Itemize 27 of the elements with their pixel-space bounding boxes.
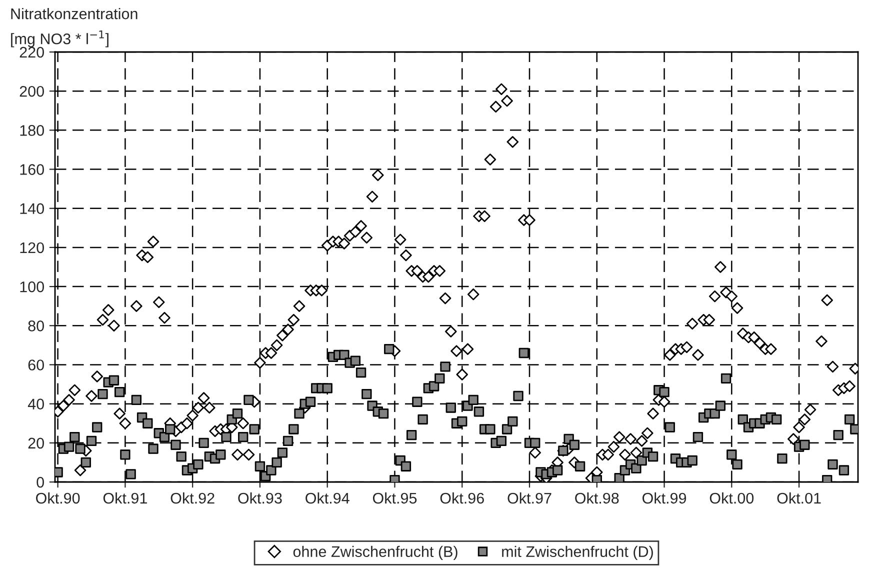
legend-label: mit Zwischenfrucht (D) xyxy=(502,546,653,560)
x-tick-label: Okt.94 xyxy=(306,492,350,504)
x-tick-label: Okt.91 xyxy=(103,492,147,504)
y-tick-label: 60 xyxy=(28,360,44,370)
x-tick-label: Okt.90 xyxy=(36,492,80,504)
x-tick-label: Okt.98 xyxy=(575,492,619,504)
y-axis-title: Nitratkonzentration [mg NO3 * l$^{−1}$] xyxy=(11,8,138,48)
y-tick-label: 120 xyxy=(20,242,44,254)
y-tick-label: 160 xyxy=(20,164,44,175)
x-tick-label: Okt.00 xyxy=(710,492,754,504)
x-tick-label: Okt.99 xyxy=(642,492,686,504)
x-tick-label: Okt.96 xyxy=(440,492,484,504)
y-tick-label: 220 xyxy=(20,46,44,58)
x-tick-label: Okt.95 xyxy=(372,492,417,504)
y-tick-label: 180 xyxy=(20,125,44,136)
x-tick-label: Okt.97 xyxy=(508,492,552,504)
y-tick-label: 20 xyxy=(28,438,44,449)
y-tick-label: 100 xyxy=(20,281,44,292)
x-tick-label: Okt.01 xyxy=(777,492,821,504)
x-tick-label: Okt.92 xyxy=(170,492,214,504)
y-tick-label: 0 xyxy=(36,476,44,488)
y-tick-label: 40 xyxy=(28,398,44,410)
y-tick-label: 200 xyxy=(20,86,44,97)
legend-label: ohne Zwischenfrucht (B) xyxy=(293,546,458,560)
y-tick-label: 140 xyxy=(20,203,44,214)
x-tick-label: Okt.93 xyxy=(238,492,282,504)
y-tick-label: 80 xyxy=(28,320,44,332)
